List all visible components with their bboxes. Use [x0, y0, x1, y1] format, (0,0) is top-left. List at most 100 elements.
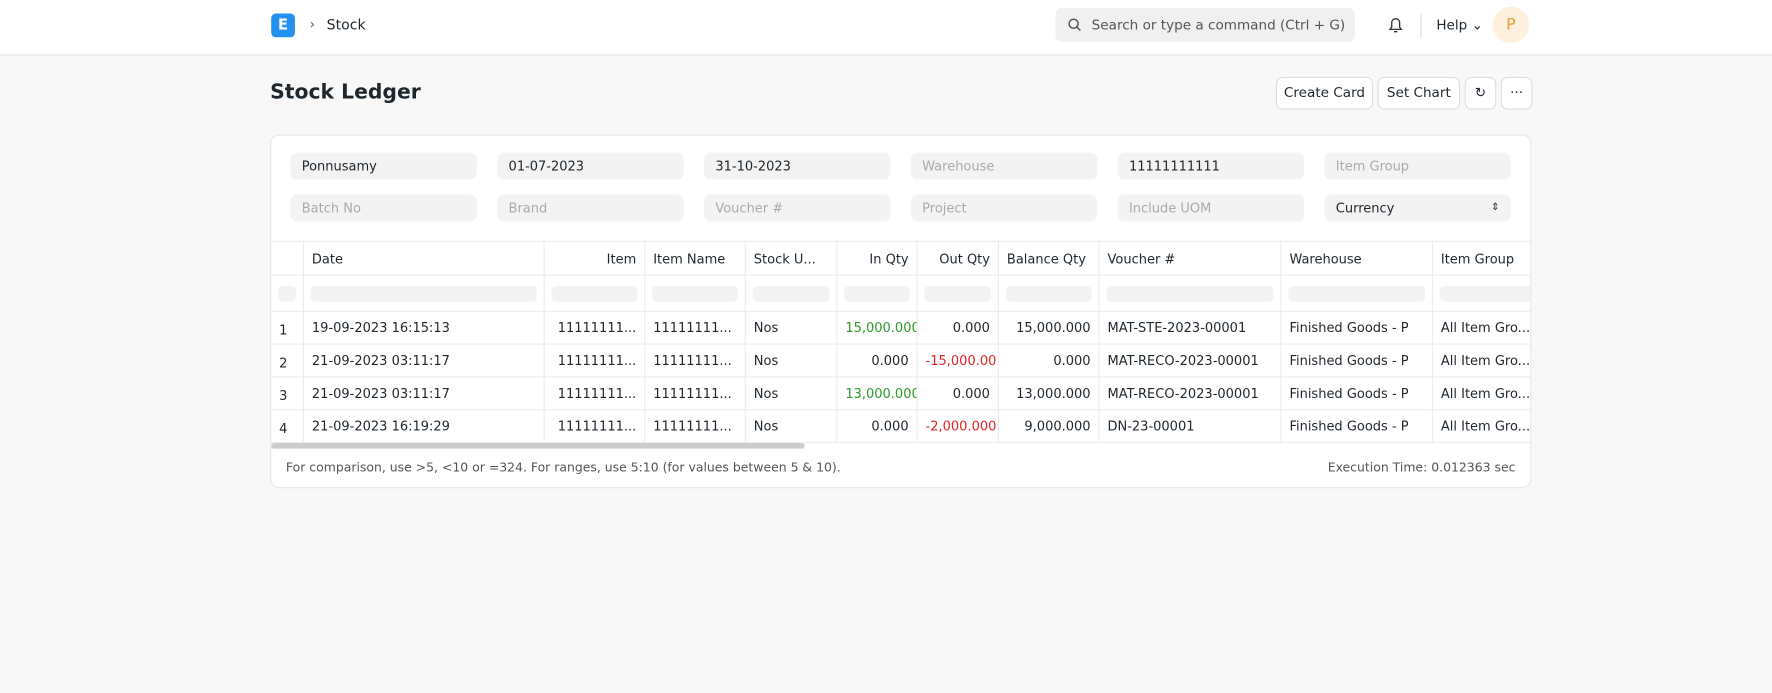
- table-cell: 21-09-2023 16:19:29: [303, 410, 545, 443]
- table-cell: All Item Gro...: [1432, 410, 1531, 443]
- execution-time: Execution Time: 0.012363 sec: [1327, 459, 1516, 475]
- breadcrumb[interactable]: Stock: [326, 15, 366, 33]
- chevron: ›: [309, 15, 316, 32]
- column-filter-cell: [917, 275, 1000, 312]
- button[interactable]: Set Chart: [1377, 76, 1461, 110]
- table-cell: 13,000.000: [837, 377, 918, 411]
- table-cell: 11111111...: [544, 410, 646, 443]
- row-number: 2: [271, 344, 304, 378]
- column-filter[interactable]: [752, 285, 830, 302]
- column-header: Out Qty: [917, 240, 1000, 276]
- table-cell: -2,000.000: [917, 410, 1000, 443]
- table-cell: DN-23-00001: [1099, 410, 1282, 443]
- column-header: Item Name: [645, 240, 746, 276]
- table-cell: MAT-RECO-2023-00001: [1099, 344, 1282, 378]
- table-cell: 11111111...: [645, 377, 746, 411]
- filter-input[interactable]: 01-07-2023: [497, 152, 684, 180]
- help-label: Help: [1436, 16, 1468, 33]
- table-cell: Nos: [745, 344, 838, 378]
- table-cell: 0.000: [917, 377, 1000, 411]
- table-cell: 0.000: [999, 344, 1100, 378]
- column-filter-cell: [999, 275, 1100, 312]
- row-number-header: [271, 240, 304, 276]
- filter-input[interactable]: 31-10-2023: [704, 152, 891, 180]
- table-cell: Nos: [745, 311, 838, 345]
- column-header: Item: [544, 240, 646, 276]
- filter-input[interactable]: Batch No: [290, 194, 477, 222]
- column-header: Warehouse: [1281, 240, 1433, 276]
- column-filter[interactable]: [1005, 285, 1092, 302]
- table-cell: Finished Goods - P: [1281, 311, 1433, 345]
- column-header: Stock U...: [745, 240, 838, 276]
- column-filter-cell: [1432, 276, 1531, 312]
- search-icon: [1068, 18, 1081, 32]
- column-filter[interactable]: [1439, 285, 1531, 302]
- table-cell: All Item Gro...: [1432, 345, 1531, 378]
- row-number: 4: [271, 410, 304, 443]
- column-header: Balance Qty: [999, 240, 1100, 276]
- column-filter[interactable]: [278, 285, 297, 302]
- column-header: Item Group: [1432, 240, 1531, 276]
- refresh-button[interactable]: ↻: [1464, 76, 1497, 110]
- column-filter-cell: [645, 275, 746, 312]
- table-cell: 21-09-2023 03:11:17: [303, 344, 545, 378]
- table-cell: 15,000.000: [999, 311, 1100, 345]
- filter-input[interactable]: Currency ⇕: [1324, 194, 1511, 222]
- filter-input[interactable]: Item Group: [1324, 152, 1511, 180]
- column-filter-cell: [1281, 275, 1433, 312]
- column-header: Date: [303, 240, 545, 276]
- column-filter[interactable]: [1106, 285, 1274, 302]
- column-header: Voucher #: [1099, 240, 1282, 276]
- report-card: For comparison, use >5, <10 or =324. For…: [270, 134, 1532, 489]
- table-cell: MAT-STE-2023-00001: [1099, 311, 1282, 345]
- filter-input[interactable]: Warehouse: [910, 152, 1098, 180]
- table-cell: 21-09-2023 03:11:17: [303, 377, 545, 411]
- divider: [1420, 13, 1422, 39]
- table-cell: 11111111...: [544, 344, 646, 378]
- logo[interactable]: E: [271, 13, 295, 38]
- table-cell: 0.000: [917, 311, 1000, 345]
- button[interactable]: Create Card: [1275, 76, 1374, 110]
- filter-input[interactable]: Project: [910, 194, 1098, 222]
- column-filter[interactable]: [310, 285, 537, 302]
- table-cell: Finished Goods - P: [1281, 377, 1433, 411]
- table-cell: All Item Gro...: [1432, 312, 1531, 345]
- select-arrow: ⇕: [1491, 202, 1500, 214]
- table-cell: 11111111...: [645, 410, 746, 443]
- filter-input[interactable]: Brand: [497, 194, 684, 222]
- table-cell: All Item Gro...: [1432, 377, 1531, 411]
- column-filter-cell: [271, 275, 304, 312]
- table-cell: 0.000: [837, 344, 918, 378]
- filter-input[interactable]: Voucher #: [704, 194, 891, 222]
- row-number: 1: [271, 311, 304, 345]
- scrollbar[interactable]: [271, 442, 805, 449]
- bell-icon[interactable]: [1388, 16, 1404, 34]
- column-filter[interactable]: [844, 285, 910, 302]
- footer-hint: For comparison, use >5, <10 or =324. For…: [285, 459, 841, 475]
- table-cell: MAT-RECO-2023-00001: [1099, 377, 1282, 411]
- filter-input[interactable]: 11111111111: [1117, 152, 1305, 180]
- filter-input[interactable]: Ponnusamy: [290, 152, 477, 180]
- avatar[interactable]: P: [1492, 6, 1530, 43]
- column-filter[interactable]: [652, 285, 738, 302]
- table-cell: 15,000.000: [837, 311, 918, 345]
- search-bar[interactable]: Search or type a command (Ctrl + G): [1055, 7, 1355, 42]
- table-cell: 11111111...: [645, 311, 746, 345]
- filter-input[interactable]: Include UOM: [1117, 194, 1305, 222]
- column-filter[interactable]: [551, 285, 638, 302]
- column-filter[interactable]: [924, 285, 992, 302]
- column-filter-cell: [544, 275, 646, 312]
- table-cell: 11111111...: [544, 377, 646, 411]
- column-filter[interactable]: [1288, 285, 1426, 302]
- table-cell: 13,000.000: [999, 377, 1100, 411]
- table-cell: Finished Goods - P: [1281, 410, 1433, 443]
- table-cell: 11111111...: [544, 311, 646, 345]
- column-header: In Qty: [837, 240, 918, 276]
- table-cell: 19-09-2023 16:15:13: [303, 311, 545, 345]
- navbar: E › Stock Search or type a command (Ctrl…: [0, 0, 1772, 56]
- more-button[interactable]: ···: [1500, 76, 1533, 110]
- table-cell: 0.000: [837, 410, 918, 443]
- help-menu[interactable]: Help ⌄: [1436, 16, 1483, 33]
